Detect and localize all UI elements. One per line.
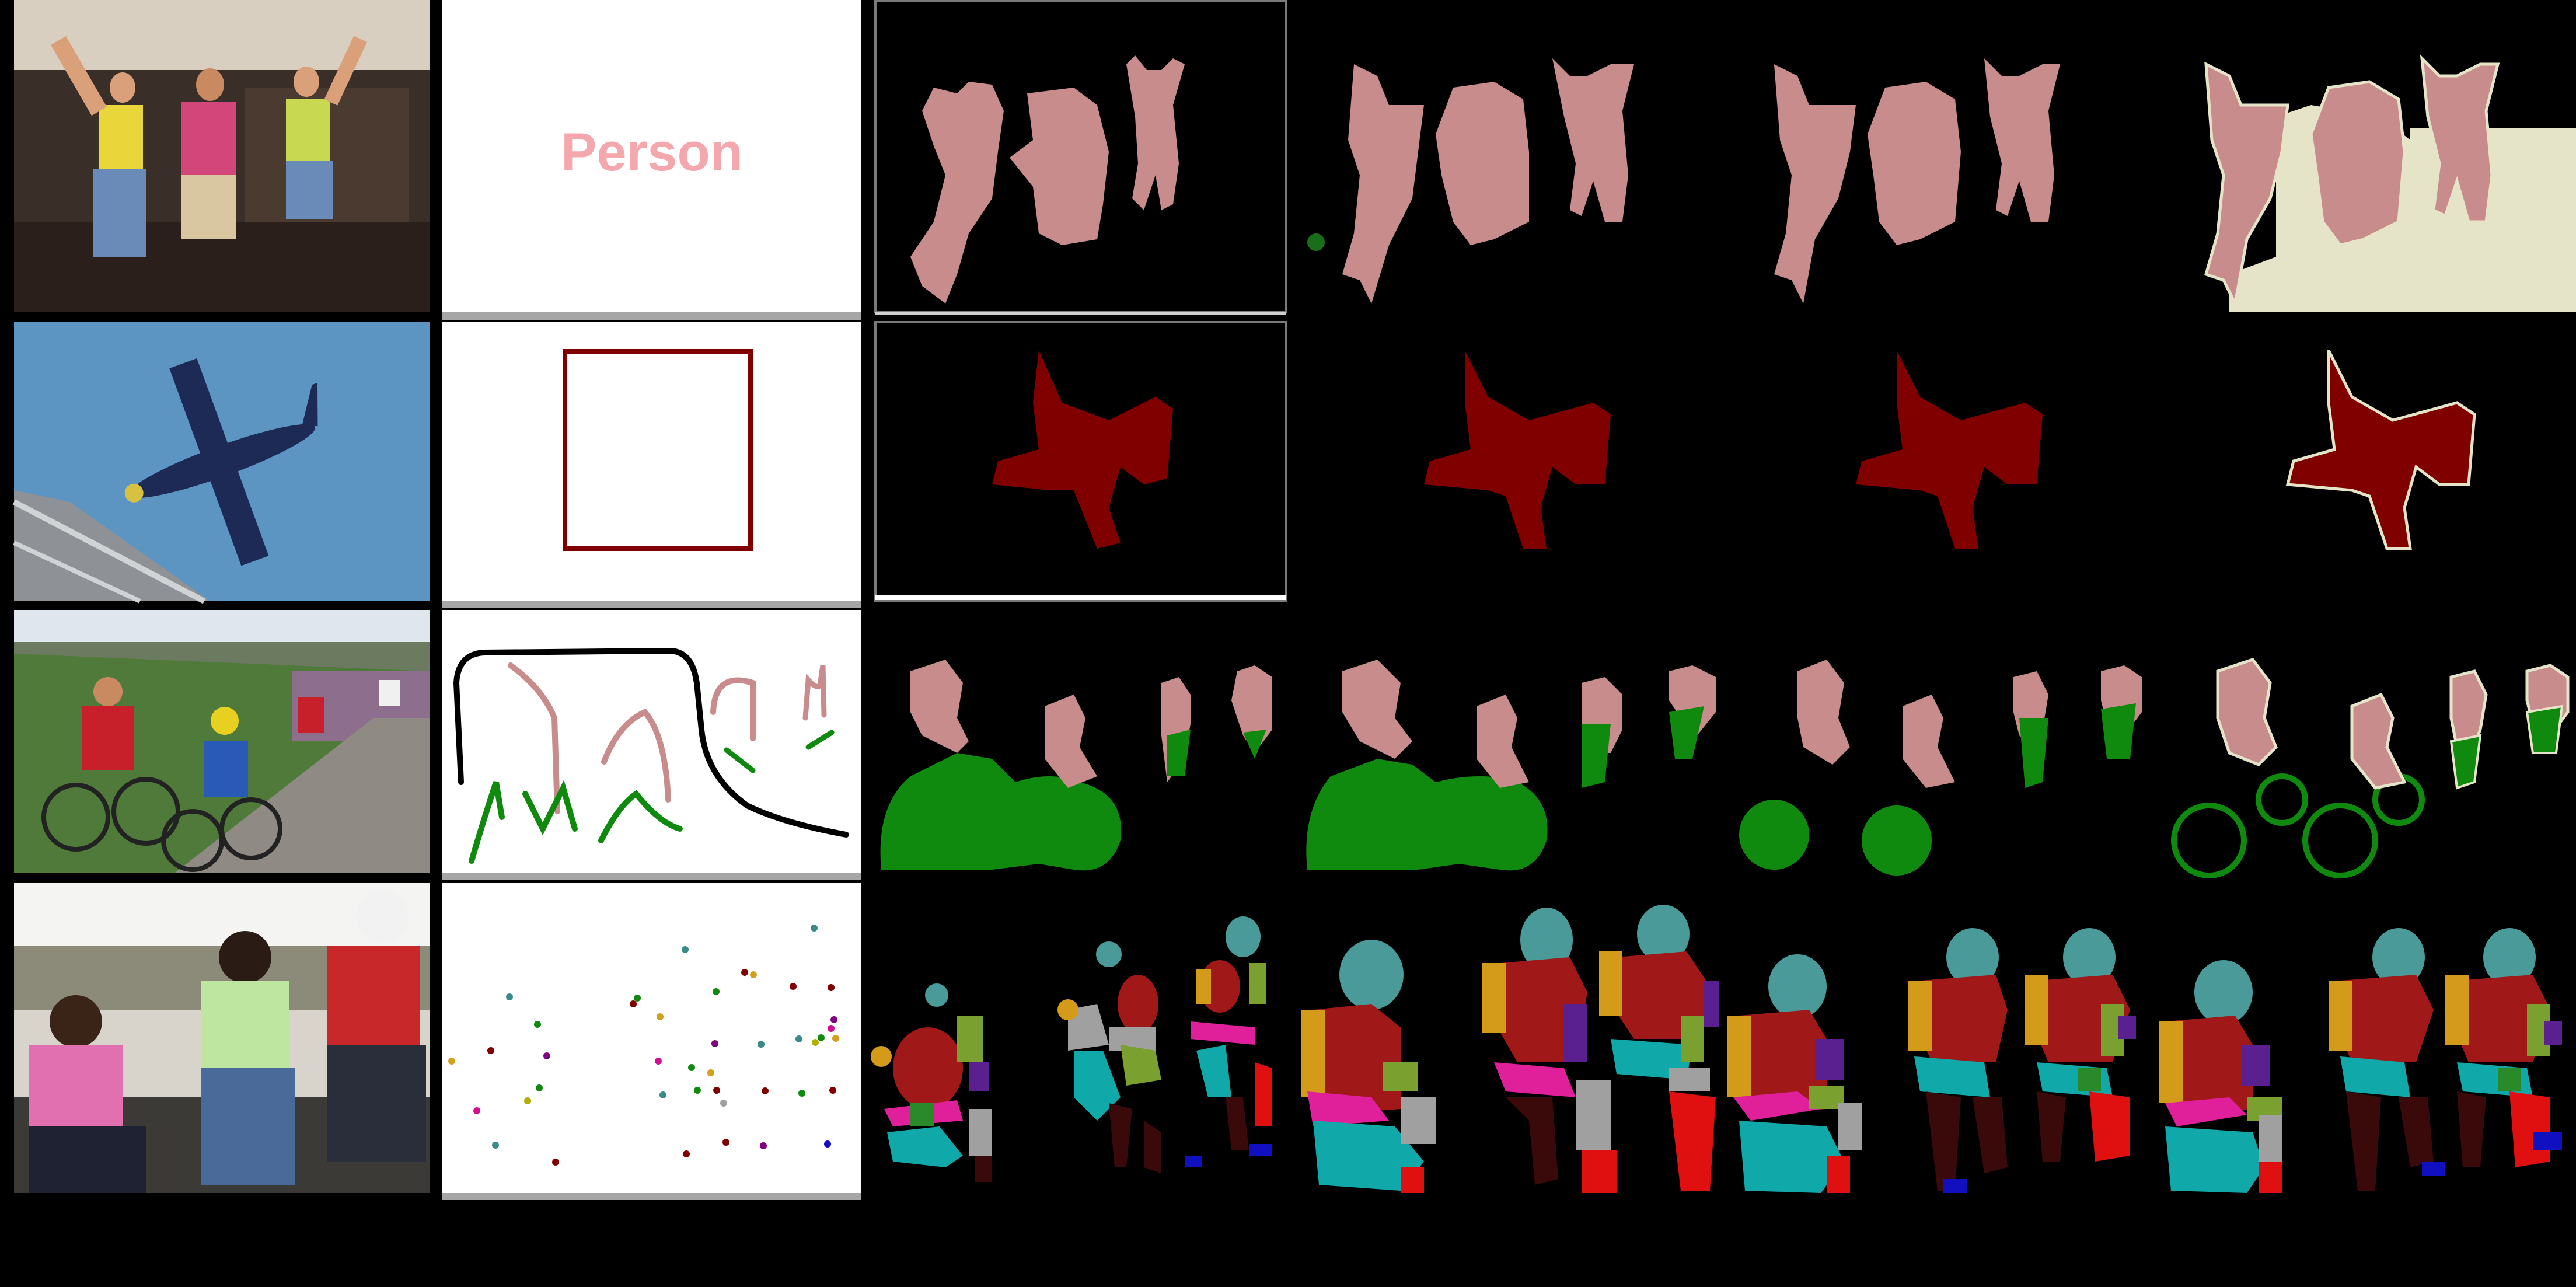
prompt-panel-points	[442, 883, 861, 1200]
scribble-person-2	[601, 708, 671, 803]
result-row1-col5	[1774, 58, 2060, 304]
result-row2-col4	[1424, 350, 1611, 549]
scribble-bicycle-3	[598, 790, 683, 843]
result-row1-col4	[1307, 58, 1634, 304]
result-row2-col3	[874, 321, 1287, 602]
result-row3-col3	[880, 660, 1272, 871]
input-image-row2	[12, 322, 430, 604]
scribble-bicycle-4	[724, 747, 756, 773]
box-prompt	[563, 349, 753, 551]
result-row3-col4	[1306, 660, 1716, 871]
result-row4-col6-ground-truth	[2159, 928, 2562, 1193]
result-row2-col6-ground-truth	[2285, 349, 2476, 550]
prompt-panel-box	[442, 322, 861, 608]
result-row3-col5	[1739, 660, 2142, 876]
result-row3-col6-ground-truth	[2171, 658, 2570, 878]
text-prompt-label: Person	[561, 123, 743, 182]
prompt-panel-scribble	[442, 610, 861, 880]
scribble-bicycle-5	[805, 730, 835, 750]
scribble-person-4	[802, 665, 827, 721]
scribble-bicycle-1	[469, 781, 505, 864]
result-row4-col3	[871, 916, 1272, 1182]
scribble-bicycle-2	[522, 780, 578, 836]
result-row4-col5	[1727, 928, 2136, 1193]
input-image-row1	[14, 0, 430, 312]
prompt-panel-text: Person	[442, 0, 861, 320]
scribble-background	[453, 647, 849, 838]
result-row1-col6-ground-truth	[2204, 54, 2576, 312]
input-image-row3	[14, 610, 430, 873]
scribble-person-1	[508, 662, 560, 814]
result-row4-col4	[1301, 905, 1719, 1193]
scribble-person-3	[710, 677, 756, 741]
input-image-row4	[14, 883, 430, 1193]
result-row1-col3	[874, 0, 1287, 315]
result-row2-col5	[1856, 350, 2043, 549]
